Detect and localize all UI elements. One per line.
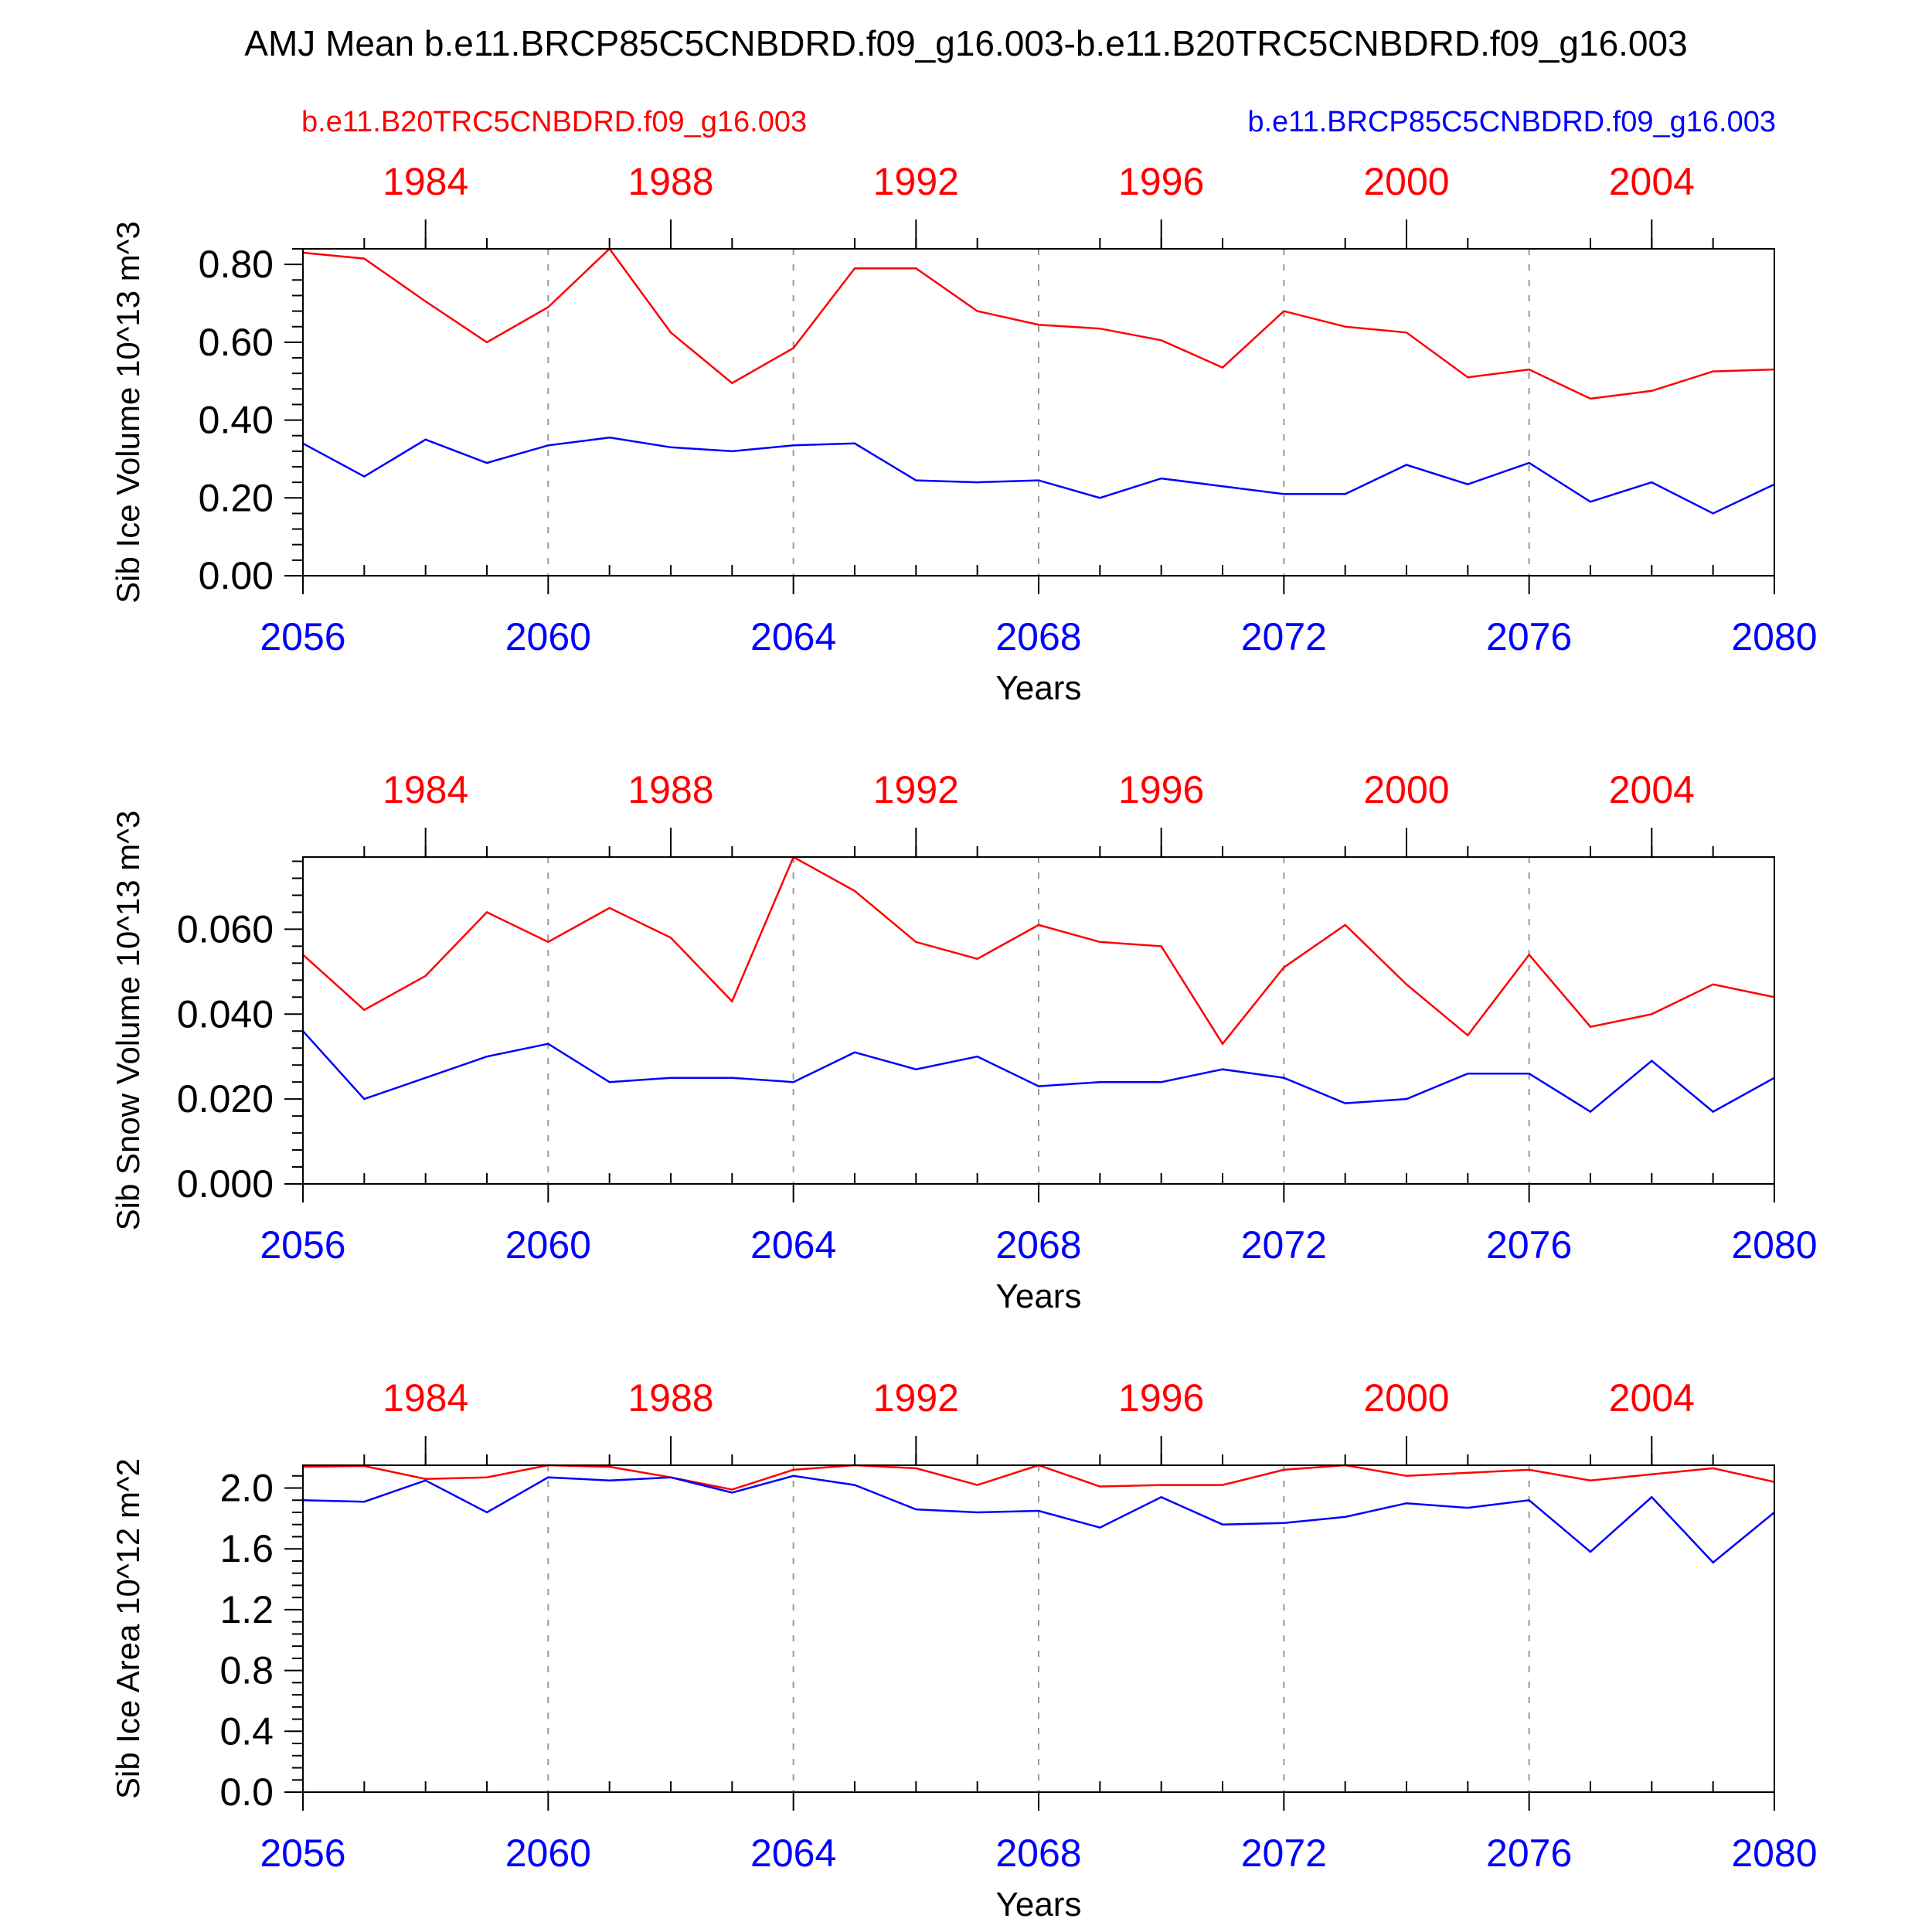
top-tick-label: 1996 [1118,160,1204,203]
x-tick-label: 2068 [995,1832,1081,1875]
y-tick-label: 0.40 [199,399,274,442]
top-tick-label: 1992 [873,768,959,811]
chart-panel-2: 2056 2060 2064 2068 2072 2076 2080 1984 1988 1992… [110,768,1818,1315]
y-axis-label: Sib Ice Volume 10^13 m^3 [110,221,146,604]
top-tick-label: 1988 [628,768,713,811]
y-tick-label: 0.000 [177,1162,274,1206]
y-tick-label: 0.020 [177,1077,274,1121]
x-tick-label: 2072 [1241,1832,1327,1875]
y-axis-label: Sib Ice Area 10^12 m^2 [110,1458,146,1799]
x-axis-label: Years [996,1277,1082,1315]
legend-entry-blue: b.e11.BRCP85C5CNBDRD.f09_g16.003 [1247,106,1776,138]
top-tick-label: 2004 [1609,768,1695,811]
y-axis-label: Sib Snow Volume 10^13 m^3 [110,811,146,1231]
y-tick-label: 0.00 [199,554,274,597]
plot-frame [302,1464,1775,1793]
y-tick-label: 0.4 [219,1709,274,1753]
chart-title: AMJ Mean b.e11.BRCP85C5CNBDRD.f09_g16.00… [244,23,1687,63]
y-tick-label: 0.040 [177,992,274,1036]
top-tick-label: 1992 [873,1376,959,1420]
y-tick-label: 0.060 [177,907,274,951]
top-tick-label: 1984 [383,160,468,203]
x-tick-label: 2080 [1731,615,1817,658]
y-tick-label: 1.6 [219,1527,274,1570]
y-tick-label: 0.20 [199,476,274,519]
y-tick-label: 0.60 [199,321,274,364]
x-axis-label: Years [996,1886,1082,1923]
plot-frame [302,856,1775,1185]
x-tick-label: 2056 [260,615,345,658]
top-tick-label: 2004 [1609,1376,1695,1420]
x-tick-label: 2064 [750,1223,836,1267]
top-tick-label: 1992 [873,160,959,203]
x-tick-label: 2064 [750,1832,836,1875]
x-tick-label: 2072 [1241,1223,1327,1267]
top-tick-label: 1988 [628,1376,713,1420]
x-tick-label: 2068 [995,1223,1081,1267]
x-tick-label: 2076 [1486,615,1572,658]
x-tick-label: 2072 [1241,615,1327,658]
top-tick-label: 1996 [1118,1376,1204,1420]
x-tick-label: 2060 [505,615,591,658]
chart-panels: 2056 2060 2064 2068 2072 2076 2080 1984 1988 1992… [110,160,1818,1923]
x-tick-label: 2060 [505,1832,591,1875]
plot-frame [302,248,1775,577]
top-tick-label: 2000 [1363,1376,1449,1420]
x-tick-label: 2076 [1486,1223,1572,1267]
y-tick-label: 0.80 [199,243,274,286]
legend-entry-red: b.e11.B20TRC5CNBDRD.f09_g16.003 [301,106,807,138]
series-line-blue [302,1475,1775,1564]
y-tick-label: 0.0 [219,1770,274,1814]
top-tick-label: 1988 [628,160,713,203]
top-tick-label: 1984 [383,768,468,811]
top-tick-label: 1984 [383,1376,468,1420]
x-tick-label: 2076 [1486,1832,1572,1875]
x-tick-label: 2056 [260,1832,345,1875]
x-tick-label: 2064 [750,615,836,658]
x-tick-label: 2056 [260,1223,345,1267]
x-axis-label: Years [996,669,1082,707]
x-tick-label: 2080 [1731,1223,1817,1267]
top-tick-label: 2000 [1363,768,1449,811]
chart-panel-3: 2056 2060 2064 2068 2072 2076 2080 1984 1988 1992… [110,1376,1818,1923]
x-tick-label: 2068 [995,615,1081,658]
x-tick-label: 2060 [505,1223,591,1267]
y-tick-label: 1.2 [219,1588,274,1631]
y-tick-label: 2.0 [219,1467,274,1510]
y-tick-label: 0.8 [219,1649,274,1692]
top-tick-label: 1996 [1118,768,1204,811]
top-tick-label: 2000 [1363,160,1449,203]
top-tick-label: 2004 [1609,160,1695,203]
x-tick-label: 2080 [1731,1832,1817,1875]
chart-panel-1: 2056 2060 2064 2068 2072 2076 2080 1984 1988 1992… [110,160,1818,707]
